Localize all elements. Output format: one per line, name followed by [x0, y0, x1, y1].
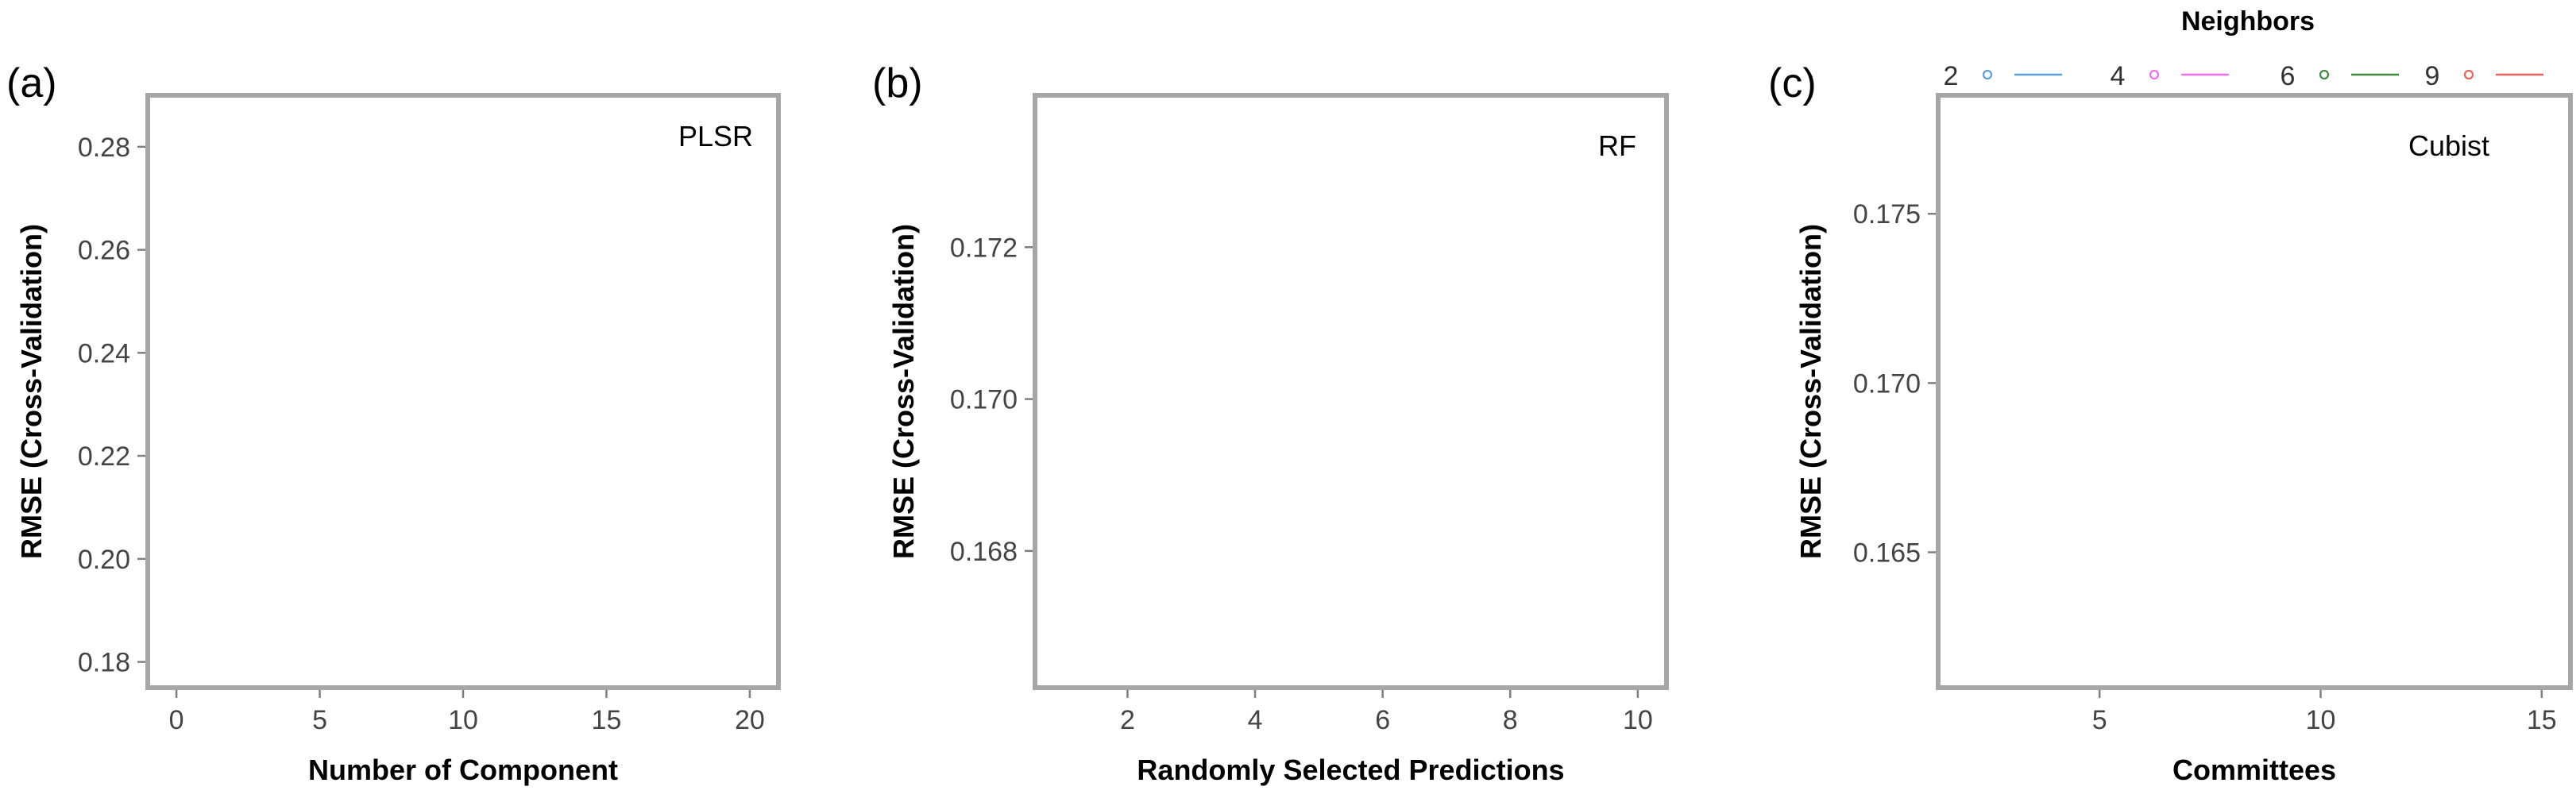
legend-marker [2463, 69, 2474, 80]
y-tick-label: 0.24 [78, 338, 130, 368]
x-tick-label: 8 [1503, 705, 1518, 735]
legend-label-2: 2 [1944, 61, 1959, 91]
x-tick-label: 20 [735, 705, 765, 735]
plot-frame [145, 93, 781, 690]
y-tick-label: 0.172 [950, 233, 1018, 263]
chart-annotation: RF [1598, 129, 1636, 162]
x-axis-title: Number of Component [308, 754, 618, 786]
x-axis-title: Randomly Selected Predictions [1137, 754, 1564, 786]
y-tick-label: 0.175 [1853, 199, 1921, 229]
x-tick-label: 6 [1375, 705, 1390, 735]
x-tick-label: 0 [169, 705, 184, 735]
legend-marker [2149, 69, 2160, 80]
panel-label: (a) [6, 60, 57, 106]
x-tick-label: 5 [2092, 705, 2107, 735]
y-axis-title: RMSE (Cross-Validation) [887, 224, 920, 559]
plot-frame [1033, 93, 1669, 690]
panel-label: (b) [872, 60, 923, 106]
legend-marker [1982, 69, 1993, 80]
x-tick-label: 15 [592, 705, 622, 735]
y-axis-title: RMSE (Cross-Validation) [15, 224, 48, 559]
legend-label-4: 4 [2111, 61, 2126, 91]
y-tick-label: 0.22 [78, 441, 130, 472]
chart-panel-b: 2 4 6 8 10 0.168 0.170 0.172 Randomly Selected P… [872, 60, 1669, 786]
y-tick-label: 0.28 [78, 133, 130, 163]
x-tick-label: 15 [2527, 705, 2557, 735]
chart-annotation: Cubist [2408, 129, 2489, 162]
y-tick-label: 0.170 [1853, 368, 1921, 399]
chart-panel-a: 0 5 10 15 20 0.18 0.20 0.22 0.24 0.26 0.28 Number o… [6, 60, 781, 786]
legend-label-9: 9 [2425, 61, 2440, 91]
panel-label: (c) [1768, 60, 1817, 106]
y-tick-label: 0.18 [78, 648, 130, 678]
x-tick-label: 10 [1623, 705, 1653, 735]
x-tick-label: 5 [312, 705, 327, 735]
x-tick-label: 2 [1120, 705, 1135, 735]
chart-annotation: PLSR [678, 120, 753, 152]
legend: Neighbors 2 4 6 9 [1944, 6, 2543, 91]
chart-panel-c: 5 10 15 0.165 0.170 0.175 Committees RMSE (Cros… [1768, 6, 2573, 786]
y-tick-label: 0.26 [78, 236, 130, 266]
legend-title: Neighbors [2181, 6, 2315, 37]
legend-marker [2319, 69, 2330, 80]
y-tick-label: 0.168 [950, 537, 1018, 567]
y-tick-label: 0.165 [1853, 538, 1921, 568]
legend-label-6: 6 [2281, 61, 2296, 91]
x-tick-label: 10 [2306, 705, 2336, 735]
x-axis-title: Committees [2172, 754, 2336, 786]
plot-frame [1936, 93, 2573, 690]
y-tick-label: 0.20 [78, 545, 130, 575]
x-tick-label: 10 [448, 705, 478, 735]
y-axis-title: RMSE (Cross-Validation) [1794, 224, 1827, 559]
x-tick-label: 4 [1248, 705, 1263, 735]
y-tick-label: 0.170 [950, 385, 1018, 415]
